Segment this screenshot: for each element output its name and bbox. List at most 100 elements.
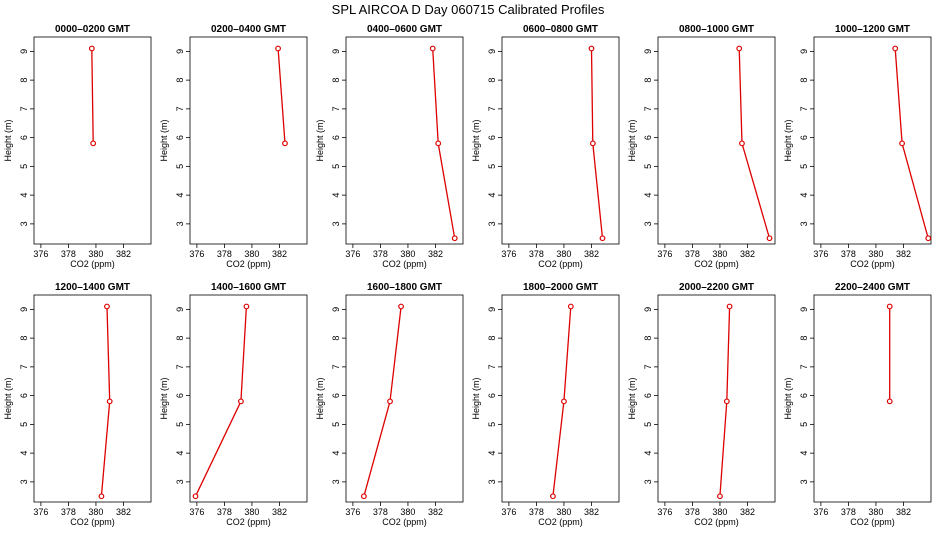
- y-tick-label: 6: [19, 135, 29, 140]
- x-tick-label: 378: [529, 249, 544, 259]
- y-tick-label: 8: [331, 78, 341, 83]
- y-tick-label: 4: [487, 451, 497, 456]
- y-tick-label: 5: [487, 164, 497, 169]
- x-tick-label: 380: [712, 507, 727, 517]
- x-tick-label: 380: [556, 507, 571, 517]
- x-axis-label: CO2 (ppm): [694, 517, 739, 527]
- profile-point: [925, 235, 932, 242]
- profile-point: [726, 303, 733, 310]
- plot-frame: [189, 294, 308, 503]
- x-tick-label: 382: [116, 507, 131, 517]
- panel-title: 0800–1000 GMT: [679, 24, 754, 35]
- x-tick-label: 376: [501, 507, 516, 517]
- plot-frame: [345, 294, 464, 503]
- profile-point: [90, 140, 97, 147]
- x-tick-label: 382: [428, 249, 443, 259]
- y-tick-label: 5: [643, 422, 653, 427]
- profile-point: [739, 140, 745, 147]
- x-tick-label: 380: [868, 507, 883, 517]
- y-tick-label: 3: [331, 221, 341, 226]
- y-tick-label: 3: [487, 221, 497, 226]
- y-tick-label: 9: [19, 49, 29, 54]
- panel-title: 0200–0400 GMT: [211, 24, 286, 35]
- x-axis-label: CO2 (ppm): [226, 259, 271, 269]
- y-tick-label: 5: [331, 164, 341, 169]
- x-tick-label: 378: [217, 249, 232, 259]
- plot-frame: [657, 294, 776, 503]
- y-tick-label: 9: [19, 307, 29, 312]
- x-tick-label: 382: [584, 507, 599, 517]
- plot-frame: [33, 36, 152, 245]
- profile-panel: 2200–2400 GMT 376 378 380 382 3 4 5 6 7 8 9 CO2 (ppm…: [783, 282, 932, 527]
- x-tick-label: 380: [88, 249, 103, 259]
- y-tick-label: 8: [175, 336, 185, 341]
- panel-title: 1400–1600 GMT: [211, 282, 286, 293]
- panel-title: 1000–1200 GMT: [835, 24, 910, 35]
- y-tick-label: 4: [175, 193, 185, 198]
- profile-panel: 1400–1600 GMT 376 378 380 382 3 4 5 6 7 8 9 CO2 (ppm…: [159, 282, 308, 527]
- profile-line: [363, 306, 402, 497]
- x-tick-label: 382: [428, 507, 443, 517]
- profile-point: [429, 45, 436, 52]
- panel-title: 0600–0800 GMT: [523, 24, 598, 35]
- x-tick-label: 378: [217, 507, 232, 517]
- x-tick-label: 376: [657, 249, 672, 259]
- plot-frame: [189, 36, 308, 245]
- profile-point: [561, 398, 567, 405]
- x-axis-label: CO2 (ppm): [382, 259, 427, 269]
- plot-frame: [501, 36, 620, 245]
- x-tick-label: 376: [33, 507, 48, 517]
- x-tick-label: 376: [813, 507, 828, 517]
- profile-panel: 1200–1400 GMT 376 378 380 382 3 4 5 6 7 8 9 CO2 (ppm…: [3, 282, 152, 527]
- y-tick-label: 6: [19, 393, 29, 398]
- y-tick-label: 9: [799, 307, 809, 312]
- y-tick-label: 5: [799, 422, 809, 427]
- x-tick-label: 382: [896, 507, 911, 517]
- y-tick-label: 8: [487, 78, 497, 83]
- x-tick-label: 380: [244, 249, 259, 259]
- y-tick-label: 7: [487, 106, 497, 111]
- y-axis-label: Height (m): [471, 119, 481, 161]
- profile-point: [192, 493, 199, 500]
- x-tick-label: 378: [841, 507, 856, 517]
- panel-title: 2000–2200 GMT: [679, 282, 754, 293]
- y-tick-label: 5: [19, 164, 29, 169]
- y-tick-label: 6: [175, 393, 185, 398]
- y-tick-label: 6: [643, 135, 653, 140]
- y-axis-label: Height (m): [783, 119, 793, 161]
- y-tick-label: 9: [643, 307, 653, 312]
- y-tick-label: 9: [175, 307, 185, 312]
- y-tick-label: 7: [799, 106, 809, 111]
- panel-title: 1800–2000 GMT: [523, 282, 598, 293]
- y-tick-label: 4: [19, 451, 29, 456]
- x-axis-label: CO2 (ppm): [850, 259, 895, 269]
- y-tick-label: 7: [643, 106, 653, 111]
- x-axis-label: CO2 (ppm): [694, 259, 739, 269]
- x-tick-label: 376: [189, 249, 204, 259]
- x-tick-label: 380: [88, 507, 103, 517]
- x-axis-label: CO2 (ppm): [70, 259, 115, 269]
- y-tick-label: 8: [643, 78, 653, 83]
- profile-point: [106, 398, 113, 405]
- y-tick-label: 3: [175, 221, 185, 226]
- y-tick-label: 7: [175, 106, 185, 111]
- profile-point: [886, 303, 893, 310]
- x-tick-label: 378: [61, 249, 76, 259]
- panel-title: 0000–0200 GMT: [55, 24, 130, 35]
- plot-frame: [813, 294, 932, 503]
- x-tick-label: 376: [501, 249, 516, 259]
- y-tick-label: 6: [331, 393, 341, 398]
- profile-point: [98, 493, 105, 500]
- y-tick-label: 6: [487, 393, 497, 398]
- plot-frame: [345, 36, 464, 245]
- x-tick-label: 378: [61, 507, 76, 517]
- profile-point: [387, 398, 393, 405]
- y-tick-label: 6: [799, 393, 809, 398]
- y-tick-label: 9: [643, 49, 653, 54]
- x-tick-label: 382: [116, 249, 131, 259]
- profile-point: [588, 45, 595, 52]
- profile-line: [277, 48, 286, 144]
- y-tick-label: 7: [331, 364, 341, 369]
